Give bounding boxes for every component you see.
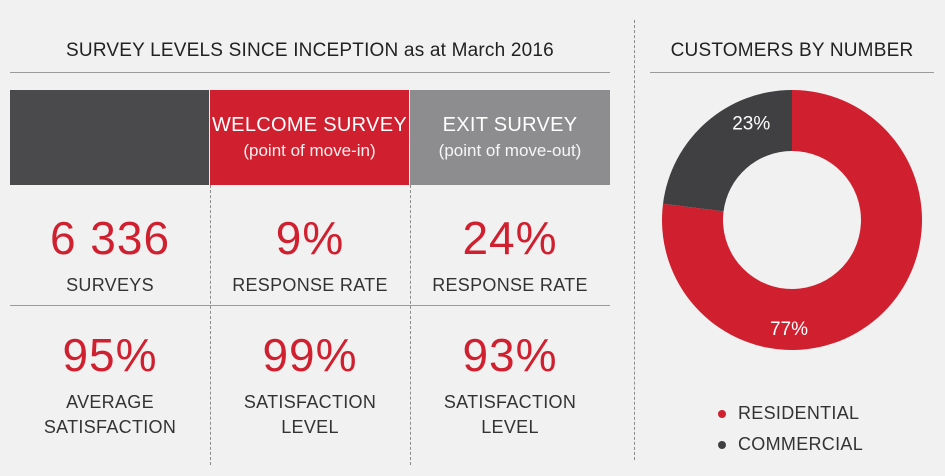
stat-welcome-satisfaction: 99% SATISFACTION LEVEL (210, 332, 410, 440)
donut-label-commercial: 23% (732, 113, 770, 134)
exit-survey-subheading: (point of move-out) (438, 141, 582, 160)
donut-slice-commercial (663, 90, 792, 212)
stat-surveys: 6 336 SURVEYS (10, 215, 210, 298)
stat-value: 9% (275, 212, 345, 264)
donut-slice-residential (662, 90, 922, 350)
stat-exit-response-rate: 24% RESPONSE RATE (410, 215, 610, 298)
stat-label-line: AVERAGE (66, 392, 154, 412)
legend-label: COMMERCIAL (738, 434, 864, 454)
legend-label: RESIDENTIAL (738, 403, 860, 423)
column-divider (210, 185, 211, 465)
header-cell-exit-survey: EXIT SURVEY (point of move-out) (410, 90, 610, 185)
stat-label-line: SATISFACTION (443, 392, 577, 412)
legend-item-residential: RESIDENTIAL (718, 403, 859, 424)
stat-value: 24% (462, 212, 558, 264)
customers-donut-chart: 77% 23% (662, 90, 922, 350)
stat-average-satisfaction: 95% AVERAGE SATISFACTION (10, 332, 210, 440)
stat-label: SATISFACTION LEVEL (410, 390, 610, 440)
survey-title-rule (10, 72, 610, 73)
welcome-survey-subheading: (point of move-in) (243, 141, 376, 160)
stat-value: 6 336 (49, 212, 171, 264)
stat-value: 93% (462, 329, 558, 381)
stat-label: SATISFACTION LEVEL (210, 390, 410, 440)
column-divider (410, 185, 411, 465)
stat-label-line: LEVEL (481, 417, 539, 438)
stat-exit-satisfaction: 93% SATISFACTION LEVEL (410, 332, 610, 440)
header-cell-welcome-survey: WELCOME SURVEY (point of move-in) (210, 90, 409, 185)
stat-label: SURVEYS (66, 275, 154, 295)
donut-label-residential: 77% (770, 319, 808, 340)
row-divider (10, 305, 610, 306)
survey-title: SURVEY LEVELS SINCE INCEPTION as at Marc… (66, 40, 554, 61)
residential-dot-icon (718, 410, 726, 419)
stat-label-line: SATISFACTION (243, 392, 377, 412)
welcome-survey-heading: WELCOME SURVEY (212, 114, 407, 136)
stat-welcome-response-rate: 9% RESPONSE RATE (210, 215, 410, 298)
stat-value: 95% (62, 329, 158, 381)
customers-title-rule (650, 72, 934, 73)
commercial-dot-icon (718, 441, 726, 450)
customers-title: CUSTOMERS BY NUMBER (670, 40, 914, 61)
stat-value: 99% (262, 329, 358, 381)
stat-label-line: SATISFACTION (43, 417, 177, 438)
stat-label-line: LEVEL (281, 417, 339, 438)
stat-label: AVERAGE SATISFACTION (10, 390, 210, 440)
exit-survey-heading: EXIT SURVEY (442, 114, 578, 136)
legend-item-commercial: COMMERCIAL (718, 434, 863, 455)
stat-label: RESPONSE RATE (232, 275, 388, 295)
stat-label: RESPONSE RATE (432, 275, 588, 295)
section-divider (634, 20, 635, 460)
header-cell-blank (10, 90, 209, 185)
